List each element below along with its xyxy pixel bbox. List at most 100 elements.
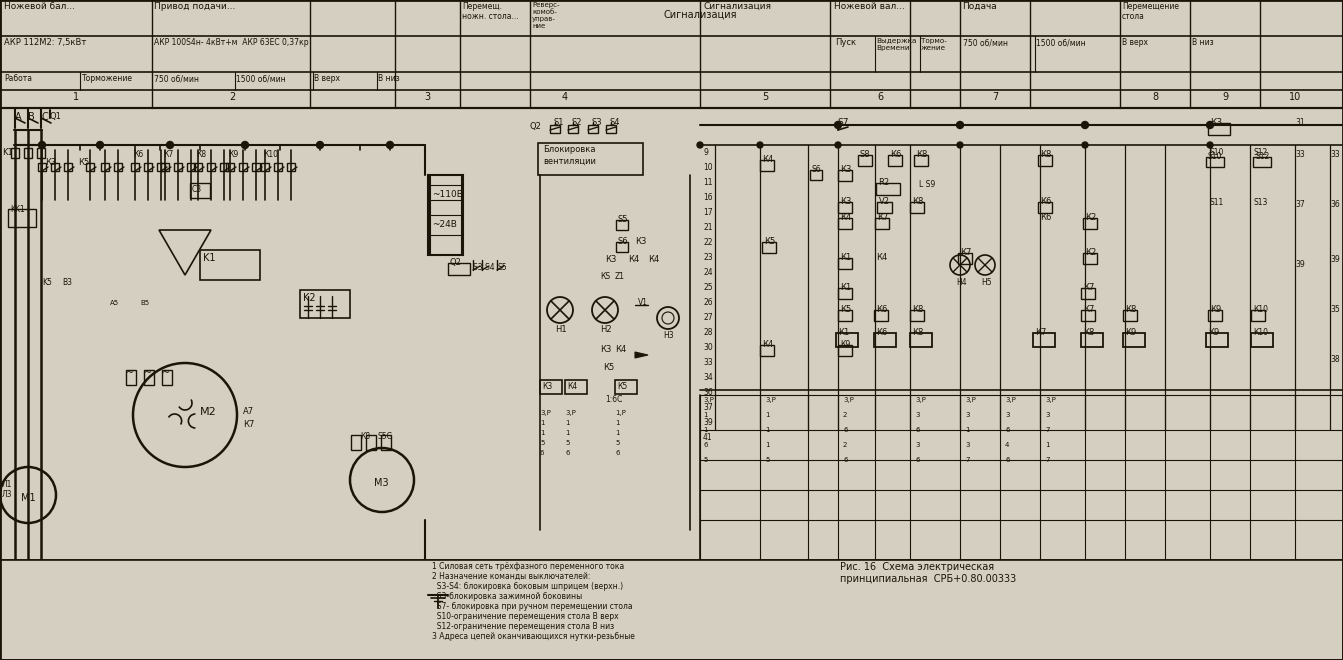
Bar [132, 163, 138, 171]
Text: 9: 9 [1222, 92, 1228, 102]
Text: К9: К9 [839, 340, 850, 349]
Text: 2: 2 [843, 442, 847, 448]
Bar [428, 175, 463, 255]
Circle shape [1207, 142, 1213, 148]
Text: Перемещ.
ножн. стола...: Перемещ. ножн. стола... [462, 2, 518, 21]
Bar [381, 435, 391, 450]
Text: 10: 10 [702, 163, 713, 172]
Text: 3: 3 [966, 412, 970, 418]
Bar [1033, 333, 1056, 347]
Text: 41: 41 [702, 433, 713, 442]
Bar [144, 163, 152, 171]
Text: 1: 1 [766, 442, 770, 448]
Text: 1: 1 [766, 427, 770, 433]
Text: 5: 5 [615, 440, 619, 446]
Text: K5: K5 [42, 278, 52, 287]
Bar [189, 183, 210, 198]
Bar [1206, 333, 1228, 347]
Bar [114, 163, 122, 171]
Bar [838, 345, 851, 356]
Text: Перемещение
стола: Перемещение стола [1121, 2, 1179, 21]
Bar [615, 380, 637, 394]
Text: 6: 6 [915, 427, 920, 433]
Text: 1: 1 [540, 420, 544, 426]
Text: 16: 16 [702, 193, 713, 202]
Text: К4: К4 [761, 155, 774, 164]
Text: 6: 6 [540, 450, 544, 456]
Text: 28: 28 [702, 328, 713, 337]
Bar [539, 143, 643, 175]
Text: К9: К9 [228, 150, 238, 159]
Text: 37: 37 [1295, 200, 1305, 209]
Text: S3: S3 [592, 118, 603, 127]
Text: 4: 4 [561, 92, 568, 102]
Text: К3: К3 [600, 345, 611, 354]
Bar [838, 218, 851, 229]
Bar [1206, 157, 1223, 167]
Text: К4: К4 [839, 213, 851, 222]
Text: М1: М1 [21, 493, 36, 503]
Text: 25: 25 [702, 283, 713, 292]
Text: К9: К9 [1210, 305, 1221, 314]
Text: 3: 3 [915, 412, 920, 418]
Bar [200, 250, 261, 280]
Text: К3: К3 [1210, 118, 1222, 127]
Bar [565, 380, 587, 394]
Bar [760, 160, 774, 171]
Bar [449, 263, 470, 275]
Bar [568, 125, 577, 133]
Text: 3,P: 3,P [1005, 397, 1015, 403]
Circle shape [958, 142, 963, 148]
Text: 1500 об/мин: 1500 об/мин [236, 74, 286, 83]
Text: К5: К5 [616, 382, 627, 391]
Text: К7: К7 [163, 150, 173, 159]
Bar [86, 163, 94, 171]
Circle shape [662, 312, 674, 324]
Circle shape [167, 141, 173, 149]
Text: К3: К3 [543, 382, 552, 391]
Text: 1: 1 [540, 430, 544, 436]
Text: S12: S12 [1254, 152, 1269, 161]
Text: Л1: Л1 [1, 480, 12, 489]
Text: К6: К6 [876, 305, 888, 314]
Text: 17: 17 [702, 208, 713, 217]
Circle shape [1082, 142, 1088, 148]
Bar [616, 242, 629, 252]
Text: KK1: KK1 [9, 205, 24, 214]
Text: 6: 6 [1005, 457, 1010, 463]
Text: S6: S6 [813, 165, 822, 174]
Bar [876, 218, 889, 229]
Text: 1500 об/мин: 1500 об/мин [1035, 38, 1085, 47]
Text: К8: К8 [912, 197, 924, 206]
Circle shape [39, 141, 46, 149]
Text: A: A [15, 112, 21, 122]
Text: 7: 7 [966, 457, 970, 463]
Bar [126, 370, 136, 385]
Text: 1: 1 [702, 412, 708, 418]
Text: К6: К6 [876, 328, 888, 337]
Text: Н4: Н4 [956, 278, 967, 287]
Circle shape [97, 141, 103, 149]
Circle shape [1081, 121, 1088, 129]
Bar [367, 435, 376, 450]
Text: Сигнализация: Сигнализация [702, 2, 771, 11]
Text: 1: 1 [966, 427, 970, 433]
Text: К8: К8 [196, 150, 205, 159]
Text: К6: К6 [1039, 213, 1052, 222]
Text: 11: 11 [702, 178, 713, 187]
Text: 31: 31 [1295, 118, 1304, 127]
Text: Рис. 16  Схема электрическая
принципиальная  СРБ+0.80.00333: Рис. 16 Схема электрическая принципиальн… [839, 562, 1017, 583]
Bar [38, 148, 46, 158]
Text: 1,P: 1,P [615, 410, 626, 416]
Bar [838, 202, 851, 213]
Text: К5: К5 [839, 305, 851, 314]
Text: вентиляции: вентиляции [543, 157, 596, 166]
Text: Q2: Q2 [530, 122, 541, 131]
Text: А7: А7 [243, 407, 254, 416]
Text: 3 Адреса цепей оканчивающихся нутки-резьбные: 3 Адреса цепей оканчивающихся нутки-резь… [432, 632, 635, 641]
Bar [161, 163, 169, 171]
Bar [8, 209, 36, 227]
Text: 1: 1 [1045, 442, 1049, 448]
Text: Торможение: Торможение [82, 74, 133, 83]
Bar [1038, 155, 1052, 166]
